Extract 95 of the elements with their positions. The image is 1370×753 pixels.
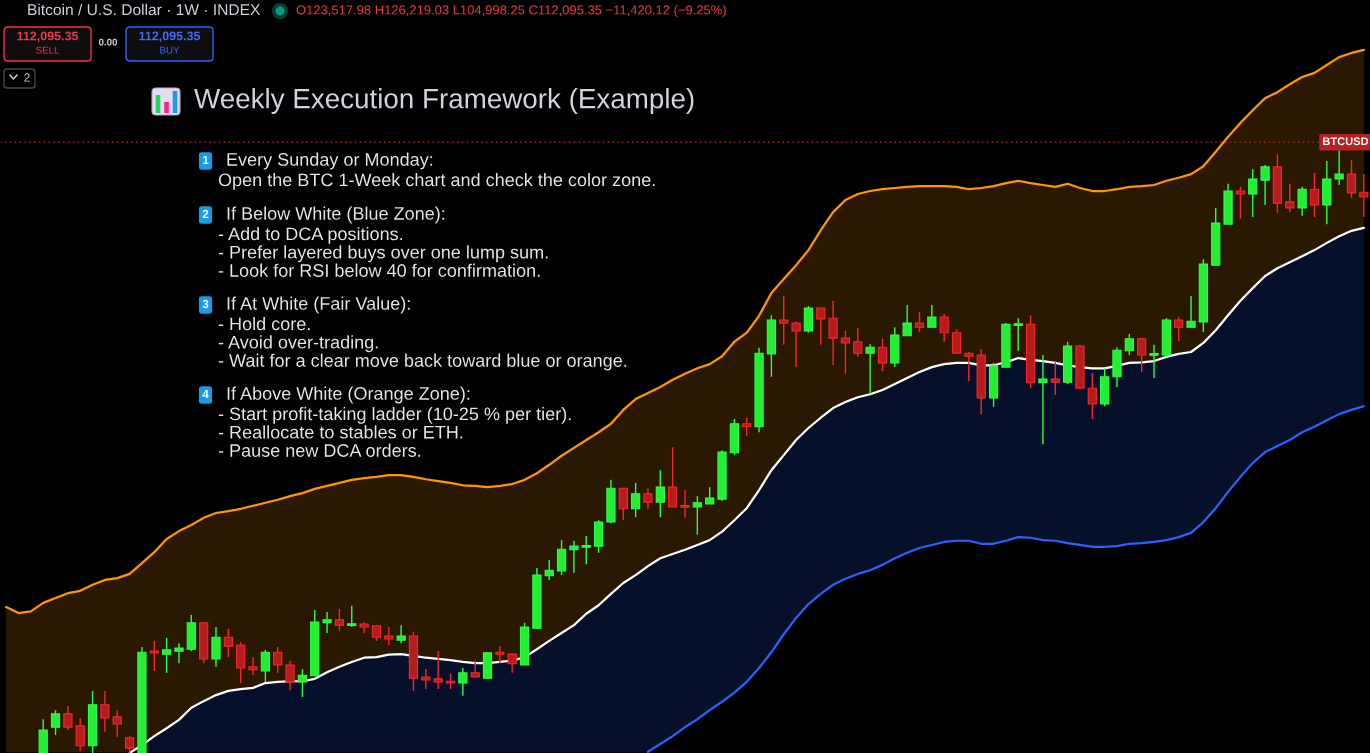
- annotation: Every Sunday or Monday:: [227, 152, 433, 170]
- candlestick: [791, 320, 801, 368]
- candlestick: [1013, 317, 1023, 352]
- candlestick: [1186, 295, 1196, 328]
- candlestick: [63, 705, 73, 731]
- annotation: If At White (Fair Value):: [227, 296, 410, 314]
- annotation: If Below White (Blue Zone):: [227, 206, 445, 224]
- annotation: 3: [202, 299, 209, 309]
- candlestick: [1235, 186, 1246, 220]
- candlestick: [877, 338, 888, 373]
- candlestick: [1334, 149, 1344, 186]
- candlestick: [421, 668, 431, 690]
- candlestick: [322, 611, 332, 634]
- candlestick: [1346, 159, 1357, 199]
- candlestick: [211, 626, 221, 668]
- annotation: Open the BTC 1-Week chart and check the color zone.: [218, 173, 655, 190]
- ref-line-label: BTCUSD: [1323, 137, 1369, 146]
- text: BUY: [160, 46, 180, 54]
- candlestick: [495, 645, 505, 664]
- candlestick: [285, 660, 295, 691]
- annotation: - Hold core. - Avoid over-trading. - Wait for a clear move back toward blue or orange.: [218, 317, 627, 371]
- candlestick: [692, 495, 702, 536]
- candlestick: [38, 718, 48, 753]
- candlestick: [458, 667, 468, 697]
- candlestick: [433, 650, 443, 690]
- annotation: - Add to DCA positions. - Prefer layered buys over one lump sum. - Look for RSI below 40 for confirmation.: [218, 227, 548, 277]
- chart-subtitle: O123,517.98 H126,219.03 L104,998.25 C112,095.35 −11,420.12 (−9.25%): [296, 4, 726, 18]
- candlestick: [347, 605, 357, 628]
- text: 112,095.35: [17, 31, 79, 43]
- candlestick: [939, 313, 949, 343]
- candlestick: [668, 446, 678, 508]
- candlestick: [260, 649, 270, 683]
- candlestick: [174, 642, 184, 664]
- candlestick: [1359, 173, 1369, 218]
- candlestick: [161, 637, 172, 674]
- candlestick: [655, 469, 665, 518]
- candlestick: [631, 482, 641, 518]
- annotation: 2: [202, 209, 209, 219]
- candlestick: [297, 668, 308, 698]
- candlestick: [581, 535, 591, 565]
- candlestick: [1260, 164, 1270, 206]
- candlestick: [828, 300, 838, 366]
- candlestick: [927, 304, 937, 328]
- annotation: If Above White (Orange Zone):: [227, 386, 470, 404]
- text: SELL: [36, 46, 60, 54]
- candlestick: [1087, 372, 1097, 420]
- candlestick: [742, 417, 752, 437]
- candlestick: [1137, 337, 1147, 373]
- candlestick: [1285, 183, 1295, 213]
- chart-title: Bitcoin / U.S. Dollar · 1W · INDEX: [28, 3, 261, 16]
- candlestick: [779, 295, 789, 346]
- candlestick: [112, 709, 122, 738]
- text: 112,095.35: [139, 31, 201, 43]
- candlestick: [149, 640, 159, 672]
- text: 2: [24, 73, 30, 82]
- candlestick: [803, 305, 814, 334]
- candlestick: [865, 343, 875, 395]
- candlestick: [1309, 172, 1320, 218]
- candlestick: [334, 608, 345, 632]
- candlestick: [1149, 344, 1159, 379]
- candlestick: [1174, 316, 1184, 342]
- candlestick: [273, 646, 283, 674]
- candlestick: [902, 304, 912, 337]
- candlestick: [1248, 168, 1258, 218]
- annotation: - Start profit-taking ladder (10-25 % per tier). - Reallocate to stables or ETH. - Pause new DCA orders.: [218, 407, 571, 457]
- candlestick: [236, 641, 246, 684]
- candlestick: [1038, 354, 1048, 445]
- candlestick: [75, 717, 85, 752]
- candlestick: [964, 351, 974, 382]
- annotation: 4: [202, 389, 209, 399]
- candlestick: [853, 327, 863, 358]
- candlestick: [248, 656, 258, 676]
- candlestick: [223, 628, 233, 658]
- candlestick: [914, 311, 925, 333]
- candlestick: [1050, 361, 1060, 396]
- candlestick: [680, 489, 690, 519]
- candlestick: [50, 709, 61, 736]
- candlestick: [544, 559, 554, 581]
- candlestick: [618, 487, 628, 521]
- candlestick: [384, 626, 394, 646]
- candlestick: [396, 624, 406, 644]
- candlestick: [556, 539, 567, 576]
- text: 0.00: [98, 38, 118, 46]
- candlestick: [569, 540, 579, 574]
- candlestick: [951, 328, 962, 354]
- annotation: 1: [202, 155, 209, 165]
- text: Weekly Execution Framework (Example): [194, 88, 694, 114]
- candlestick: [816, 307, 826, 346]
- candlestick: [507, 653, 517, 674]
- candlestick: [1297, 186, 1307, 217]
- candlestick: [470, 659, 480, 678]
- candlestick: [643, 487, 653, 510]
- candlestick: [1124, 333, 1134, 356]
- candlestick: [100, 690, 110, 733]
- candlestick: [840, 330, 851, 375]
